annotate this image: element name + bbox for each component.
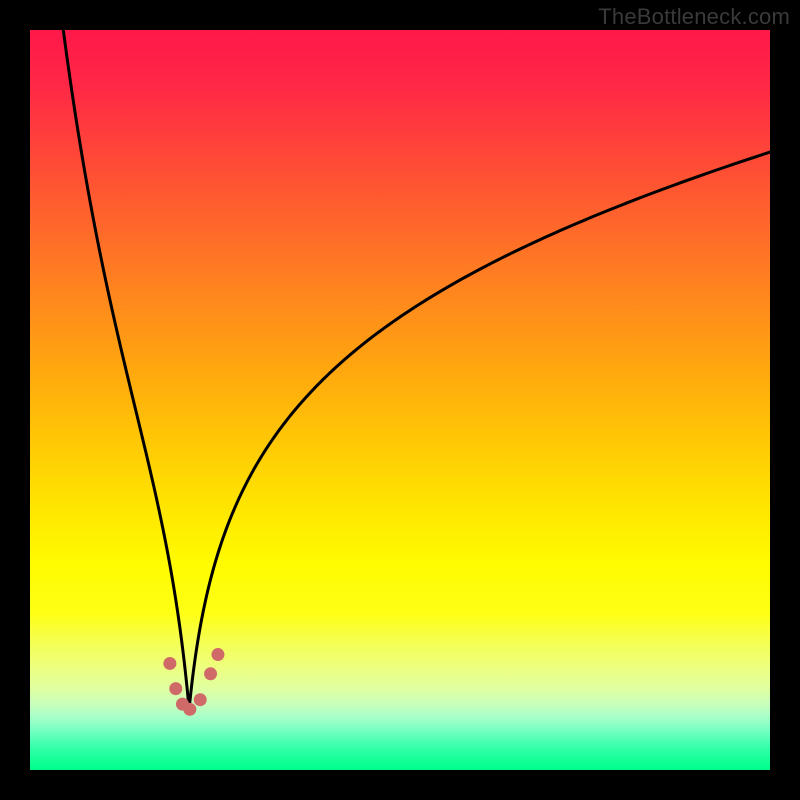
valley-marker xyxy=(204,667,217,680)
plot-area xyxy=(30,30,770,770)
valley-marker xyxy=(163,657,176,670)
valley-markers xyxy=(30,30,770,770)
valley-marker xyxy=(169,682,182,695)
valley-marker xyxy=(211,648,224,661)
valley-marker xyxy=(194,693,207,706)
chart-frame: TheBottleneck.com xyxy=(0,0,800,800)
watermark-text: TheBottleneck.com xyxy=(598,4,790,30)
valley-marker xyxy=(183,703,196,716)
